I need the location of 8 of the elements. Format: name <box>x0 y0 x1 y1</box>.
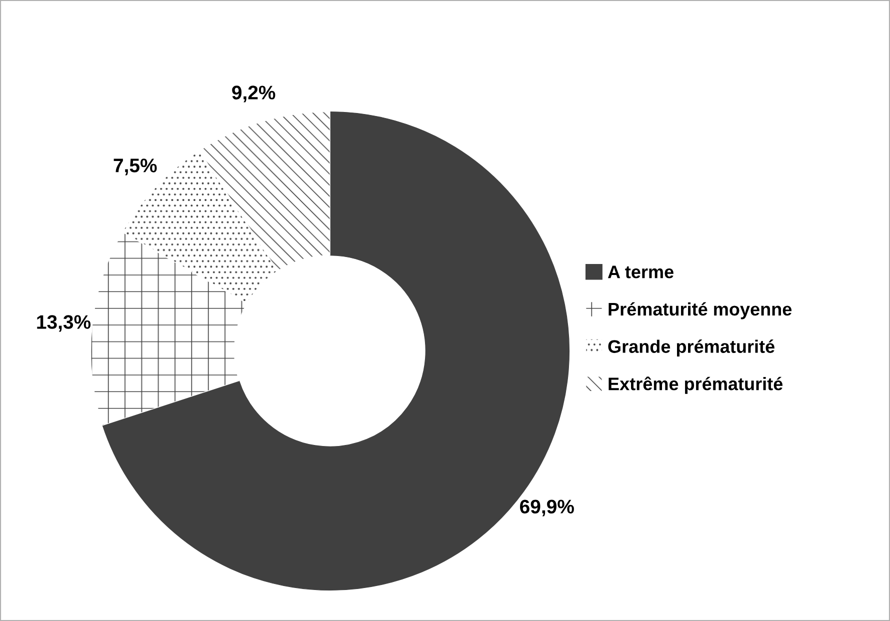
data-label: 13,3% <box>37 315 91 332</box>
data-label: 69,9% <box>520 500 574 516</box>
data-label: 9,2% <box>232 86 276 102</box>
data-label: 7,5% <box>114 158 157 176</box>
legend-label: Extrême prématurité <box>608 376 783 394</box>
legend-label: Grande prématurité <box>608 340 774 357</box>
legend-label: A terme <box>608 266 674 278</box>
legend-label: Prématurité moyenne <box>608 302 792 320</box>
